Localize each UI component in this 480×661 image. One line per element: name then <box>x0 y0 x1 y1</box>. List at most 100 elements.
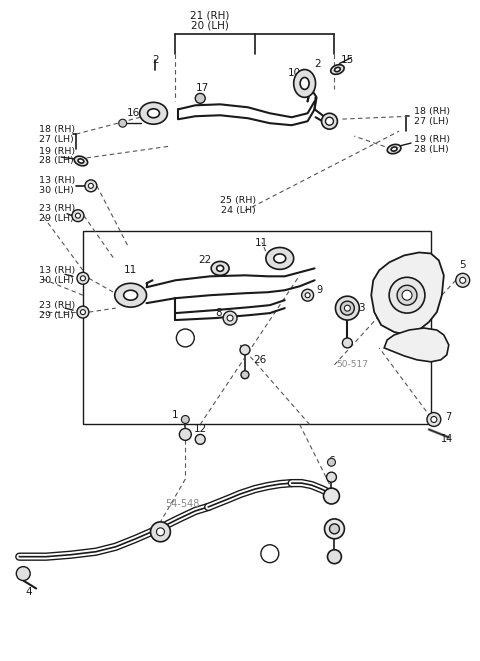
Circle shape <box>329 524 339 534</box>
Circle shape <box>456 274 469 288</box>
Circle shape <box>344 305 350 311</box>
Text: 27 (LH): 27 (LH) <box>39 135 74 143</box>
Circle shape <box>151 522 170 542</box>
Circle shape <box>176 329 194 347</box>
Text: 2: 2 <box>152 55 159 65</box>
Circle shape <box>327 458 336 466</box>
Text: 50-517: 50-517 <box>336 360 369 369</box>
Ellipse shape <box>78 159 84 163</box>
Circle shape <box>88 183 93 188</box>
Text: 18 (RH): 18 (RH) <box>39 125 75 134</box>
Text: A: A <box>182 333 188 342</box>
Text: 18 (RH): 18 (RH) <box>414 107 450 116</box>
Circle shape <box>77 306 89 318</box>
Circle shape <box>322 113 337 129</box>
Text: A: A <box>267 549 273 558</box>
Ellipse shape <box>391 147 397 151</box>
Circle shape <box>119 119 127 127</box>
Circle shape <box>327 550 341 564</box>
Text: 27 (LH): 27 (LH) <box>414 117 449 126</box>
Circle shape <box>81 276 85 281</box>
Text: 7: 7 <box>445 412 452 422</box>
Circle shape <box>77 272 89 284</box>
Polygon shape <box>371 253 444 335</box>
Circle shape <box>85 180 97 192</box>
Text: 4: 4 <box>26 588 33 598</box>
Ellipse shape <box>124 290 138 300</box>
Text: 11: 11 <box>124 265 137 276</box>
Circle shape <box>431 416 437 422</box>
Circle shape <box>156 528 165 536</box>
Circle shape <box>16 566 30 580</box>
Text: 23 (RH): 23 (RH) <box>39 204 75 214</box>
Text: 30 (LH): 30 (LH) <box>39 276 74 285</box>
Circle shape <box>397 286 417 305</box>
Circle shape <box>305 293 310 297</box>
Circle shape <box>325 117 334 125</box>
Circle shape <box>427 412 441 426</box>
Ellipse shape <box>266 247 294 269</box>
Circle shape <box>72 210 84 221</box>
Bar <box>83 231 431 424</box>
Circle shape <box>402 290 412 300</box>
Ellipse shape <box>140 102 168 124</box>
Circle shape <box>81 309 85 315</box>
Text: 6: 6 <box>328 456 335 466</box>
Polygon shape <box>384 328 449 362</box>
Text: 12: 12 <box>193 424 207 434</box>
Circle shape <box>389 278 425 313</box>
Text: 1: 1 <box>172 410 179 420</box>
Text: 16: 16 <box>127 108 140 118</box>
Circle shape <box>324 488 339 504</box>
Ellipse shape <box>335 67 340 71</box>
Ellipse shape <box>147 109 159 118</box>
Text: 9: 9 <box>316 286 323 295</box>
Circle shape <box>223 311 237 325</box>
Text: 14: 14 <box>441 434 453 444</box>
Ellipse shape <box>211 261 229 276</box>
Ellipse shape <box>300 77 309 89</box>
Text: 19 (RH): 19 (RH) <box>39 147 75 155</box>
Circle shape <box>195 93 205 103</box>
Ellipse shape <box>115 284 146 307</box>
Circle shape <box>240 345 250 355</box>
Text: 13 (RH): 13 (RH) <box>39 176 75 185</box>
Ellipse shape <box>274 254 286 263</box>
Text: 5: 5 <box>459 260 466 270</box>
Circle shape <box>241 371 249 379</box>
Circle shape <box>336 296 360 320</box>
Circle shape <box>181 416 189 424</box>
Text: 2: 2 <box>314 59 321 69</box>
Text: 15: 15 <box>341 55 354 65</box>
Ellipse shape <box>294 69 315 97</box>
Text: 23 (RH): 23 (RH) <box>39 301 75 309</box>
Circle shape <box>75 214 81 218</box>
Text: 20 (LH): 20 (LH) <box>191 20 229 31</box>
Text: 19 (RH): 19 (RH) <box>414 135 450 143</box>
Text: 30 (LH): 30 (LH) <box>39 186 74 195</box>
Circle shape <box>180 428 192 440</box>
Text: 25 (RH): 25 (RH) <box>220 196 256 206</box>
Circle shape <box>460 278 466 284</box>
Text: 21 (RH): 21 (RH) <box>191 11 230 21</box>
Circle shape <box>324 519 344 539</box>
Text: 29 (LH): 29 (LH) <box>39 311 74 319</box>
Text: 24 (LH): 24 (LH) <box>221 206 255 215</box>
Text: 8: 8 <box>215 308 221 318</box>
Text: 13 (RH): 13 (RH) <box>39 266 75 275</box>
Circle shape <box>342 338 352 348</box>
Circle shape <box>326 472 336 482</box>
Ellipse shape <box>74 156 88 166</box>
Text: 28 (LH): 28 (LH) <box>414 145 449 153</box>
Text: 26: 26 <box>253 355 266 365</box>
Ellipse shape <box>331 65 344 74</box>
Circle shape <box>340 301 354 315</box>
Ellipse shape <box>387 144 401 154</box>
Circle shape <box>227 315 233 321</box>
Ellipse shape <box>216 265 224 272</box>
Circle shape <box>195 434 205 444</box>
Circle shape <box>261 545 279 563</box>
Text: 11: 11 <box>255 237 268 247</box>
Text: 10: 10 <box>288 69 301 79</box>
Text: 22: 22 <box>199 255 212 266</box>
